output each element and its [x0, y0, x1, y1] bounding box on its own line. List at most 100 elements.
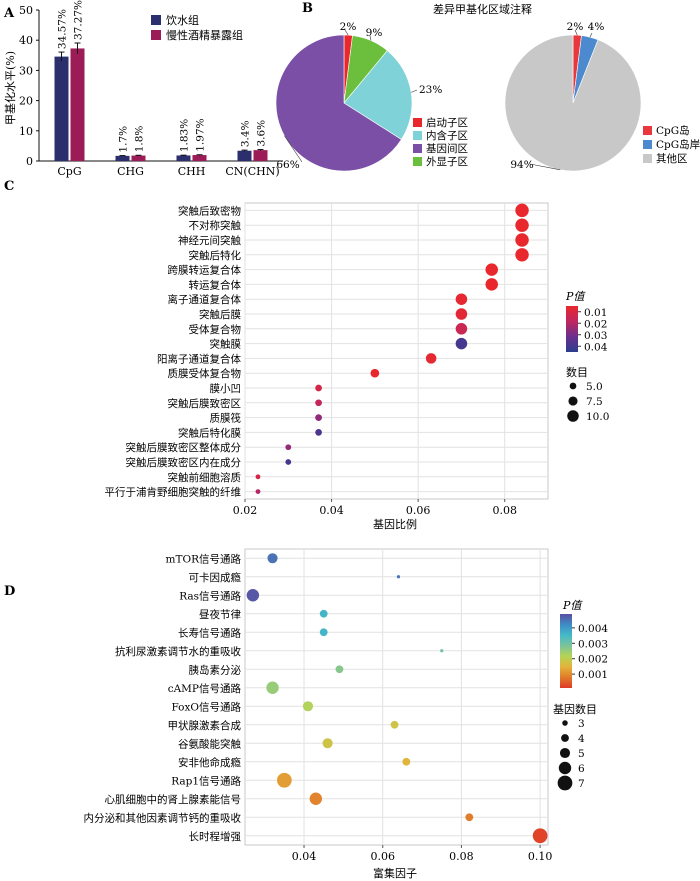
- term-label: 离子通道复合体: [168, 293, 242, 306]
- term-label: 抗利尿激素调节水的重吸收: [115, 645, 241, 658]
- term-label: 突触前细胞溶质: [168, 471, 242, 484]
- size-legend-dot: [562, 720, 568, 726]
- y-tick-label: 40: [19, 34, 33, 47]
- term-label: 甲状腺激素合成: [168, 719, 242, 732]
- pie-slice-label: 2%: [567, 21, 584, 33]
- bar-legend: 饮水组 慢性酒精暴露组: [151, 13, 243, 42]
- size-legend-label: 7: [578, 778, 585, 790]
- pie-slice: [343, 50, 413, 140]
- bar: [176, 155, 191, 161]
- x-tick-label: 0.04: [319, 504, 344, 517]
- bar: [253, 150, 268, 161]
- x-tick-label: 0.04: [292, 850, 317, 863]
- x-tick-label: 0.02: [233, 504, 258, 517]
- x-tick-label: CHG: [117, 165, 144, 178]
- term-label: 长时程增强: [189, 830, 242, 843]
- term-label: 突触后膜致密区整体成分: [126, 441, 242, 454]
- bar: [54, 56, 69, 161]
- term-label: cAMP信号通路: [168, 682, 242, 695]
- pie-slice-label: 9%: [366, 27, 383, 39]
- enrichment-dot: [267, 553, 278, 564]
- term-label: 心肌细胞中的肾上腺素能信号: [105, 793, 242, 806]
- legend-swatch-exon: [413, 157, 422, 166]
- color-legend-label: 0.02: [584, 318, 607, 330]
- bar-value-label: 1.83%: [179, 119, 191, 152]
- pie-leader-line: [529, 163, 561, 171]
- color-legend-title: P值: [565, 290, 586, 303]
- color-legend-label: 0.01: [584, 307, 607, 319]
- term-label: Ras信号通路: [179, 589, 241, 602]
- enrichment-dot: [455, 337, 468, 350]
- bar-value-label: 1.7%: [118, 126, 130, 153]
- legend-swatch-intron: [413, 131, 422, 140]
- enrichment-dot: [322, 738, 333, 749]
- legend-label-water: 饮水组: [166, 13, 199, 27]
- term-label: 神经元间突触: [178, 234, 241, 247]
- enrichment-dot: [515, 203, 529, 218]
- panel-label-d: D: [4, 584, 15, 599]
- legend-swatch-alcohol: [151, 30, 161, 40]
- enrichment-dot: [440, 649, 444, 653]
- bar-value-label: 1.97%: [195, 118, 207, 151]
- enrichment-dot: [246, 589, 260, 602]
- panel-label-c: C: [4, 179, 14, 194]
- enrichment-dot: [425, 353, 437, 364]
- x-tick-label: 0.10: [528, 850, 553, 863]
- bar-chart-methylation: 甲基化水平(%) 饮水组 慢性酒精暴露组 0 10 20 30 40 50 34.57% 37…: [3, 0, 283, 178]
- size-legend-dot: [557, 775, 573, 791]
- term-label: 内分泌和其他因素调节钙的重吸收: [84, 811, 242, 824]
- size-legend-label: 10.0: [586, 411, 609, 423]
- color-scale-bar: [560, 614, 572, 688]
- term-label: 质膜受体复合物: [168, 367, 242, 380]
- enrichment-dot: [485, 278, 498, 291]
- term-label: 可卡因成瘾: [189, 571, 242, 584]
- enrichment-dot: [315, 399, 322, 407]
- legend-swatch-cpg-other: [643, 154, 652, 163]
- kegg-enrichment-dotplot: 富集因子 P值 基因数目 0.04 0.06 0.08 0.10 mTOR信号通路可卡因…: [84, 548, 608, 880]
- size-legend-label: 3: [578, 718, 585, 730]
- color-legend-label: 0.003: [578, 638, 608, 650]
- legend-swatch-water: [151, 15, 161, 25]
- y-axis-label: 甲基化水平(%): [3, 51, 17, 125]
- term-label: 膜小凹: [210, 383, 242, 395]
- legend-swatch-intergenic: [413, 144, 422, 153]
- term-label: 突触后膜致密区: [168, 397, 242, 410]
- enrichment-dot: [455, 293, 468, 305]
- term-label: 胰岛素分泌: [189, 663, 242, 676]
- x-tick-label: 0.06: [370, 850, 395, 863]
- size-legend-title: 数目: [566, 366, 588, 379]
- term-label: 突触后特化: [189, 249, 242, 262]
- term-label: 突触膜: [210, 338, 242, 351]
- x-tick-label: CpG: [57, 165, 81, 178]
- enrichment-dot: [465, 813, 474, 822]
- enrichment-dot: [515, 218, 529, 232]
- color-legend-label: 0.004: [578, 623, 608, 635]
- pie-slice-label: 94%: [510, 159, 533, 171]
- enrichment-dot: [309, 792, 323, 805]
- term-label: 阳离子通道复合体: [157, 352, 241, 365]
- enrichment-dot: [302, 701, 314, 712]
- bar-value-label: 3.4%: [240, 120, 252, 147]
- color-legend-label: 0.04: [584, 341, 608, 353]
- x-tick-label: CHH: [178, 165, 206, 178]
- term-label: 昼夜节律: [199, 608, 241, 621]
- dotplot-legend-kegg: P值 基因数目: [553, 599, 597, 716]
- y-tick-label: 10: [19, 125, 33, 138]
- term-label: 突触后膜: [199, 308, 241, 321]
- go-enrichment-dotplot: 基因比例 P值 数目 0.02 0.04 0.06 0.08 突触后致密物不对称突触神经…: [105, 202, 609, 531]
- y-tick-label: 20: [19, 95, 33, 108]
- size-legend-label: 6: [578, 763, 585, 775]
- pie-slice-label: 23%: [419, 84, 442, 96]
- enrichment-dot: [396, 575, 401, 579]
- pie-leader-line: [369, 35, 372, 41]
- term-label: 转运复合体: [189, 278, 242, 291]
- term-label: 谷氨酸能突触: [178, 737, 241, 750]
- enrichment-dot: [319, 628, 328, 637]
- enrichment-dot: [319, 609, 328, 618]
- legend-label-intergenic: 基因间区: [426, 142, 468, 155]
- pie-slice: [275, 34, 402, 172]
- y-tick-label: 50: [19, 4, 33, 17]
- enrichment-dot: [255, 474, 261, 480]
- pie-charts-annotation: 差异甲基化区域注释 启动子区 内含子区 基因间区 外显子区 CpG岛 CpG岛岸…: [275, 2, 700, 172]
